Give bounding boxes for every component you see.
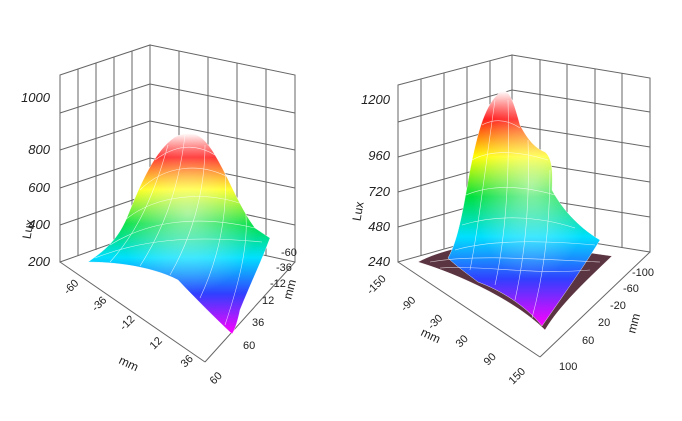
chart-1-y-tick: 12	[262, 295, 274, 307]
chart-2-highlight	[448, 90, 600, 326]
chart-2-y-tick: -20	[610, 300, 626, 312]
chart-1-y-label: mm	[280, 278, 299, 301]
chart-2-z-tick: 480	[368, 219, 390, 234]
chart-1-x-label: mm	[117, 353, 141, 374]
chart-1-z-tick: 200	[27, 254, 50, 269]
chart-2-x-label: mm	[419, 325, 443, 346]
chart-2-mesh	[429, 99, 601, 319]
chart-1-y-tick: -60	[281, 247, 297, 259]
chart-2-y-label: mm	[624, 312, 643, 335]
chart-1-highlight	[88, 133, 270, 334]
chart-2-x-tick: 150	[507, 366, 528, 387]
chart-1: 200 400 600 800 1000 Lux -60 -36 -12 12 …	[19, 44, 299, 387]
chart-1-x-tick: -60	[62, 277, 82, 297]
chart-2-y-tick: 100	[559, 361, 577, 373]
chart-2-y-tick: -60	[623, 283, 639, 295]
chart-1-x-tick: 12	[148, 335, 165, 352]
chart-2-x-tick: -90	[399, 294, 419, 314]
chart-2-x-tick: 30	[454, 333, 471, 350]
chart-2: 240 480 720 960 1200 Lux -150 -90 -30 30…	[349, 54, 654, 387]
chart-1-z-tick: 400	[28, 217, 50, 232]
chart-1-z-label: Lux	[19, 219, 36, 240]
chart-2-z-label: Lux	[349, 201, 366, 222]
chart-2-y-tick: 20	[598, 317, 610, 329]
chart-2-z-tick: 1200	[361, 92, 391, 107]
chart-2-z-tick: 720	[368, 184, 390, 199]
chart-1-z-tick: 1000	[21, 90, 51, 105]
chart-2-x-tick: 90	[482, 351, 499, 368]
chart-2-y-tick: -100	[632, 267, 654, 279]
chart-1-mesh	[94, 134, 263, 326]
chart-2-z-tick: 960	[368, 148, 390, 163]
chart-1-z-tick: 600	[28, 180, 50, 195]
chart-1-y-tick: 60	[243, 340, 255, 352]
chart-1-y-tick: 36	[252, 317, 264, 329]
chart-1-z-tick: 800	[28, 142, 50, 157]
chart-1-x-tick: -36	[90, 294, 110, 314]
chart-1-y-tick: -36	[276, 262, 292, 274]
chart-2-y-tick: 60	[582, 335, 594, 347]
chart-1-x-tick: 36	[179, 353, 196, 370]
chart-1-x-tick: -12	[118, 313, 138, 333]
chart-2-z-tick: 240	[367, 254, 390, 269]
chart-1-x-tick: 60	[208, 370, 225, 387]
chart-1-y-tick: -12	[270, 278, 286, 290]
chart-2-x-tick: -150	[365, 273, 389, 297]
